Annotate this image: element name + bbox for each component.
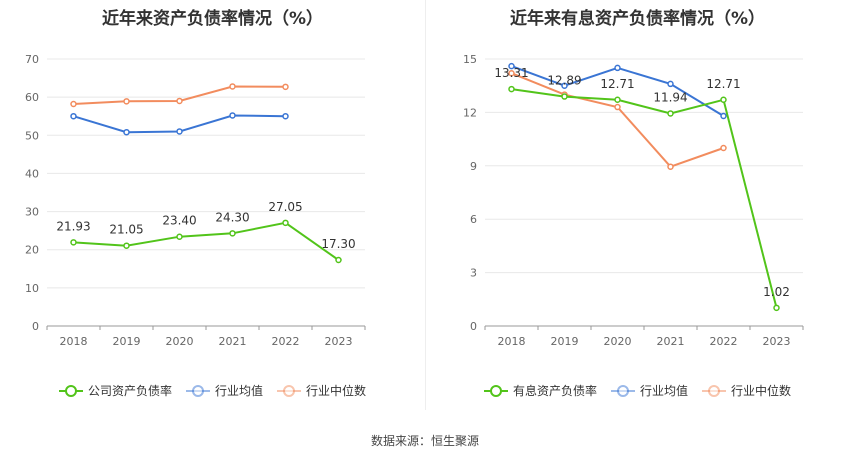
- series-line: [73, 221, 340, 261]
- data-label: 21.93: [56, 219, 90, 233]
- data-point: [720, 112, 727, 120]
- data-point: [614, 96, 621, 104]
- data-point: [229, 230, 236, 237]
- legend-label: 行业均值: [639, 384, 688, 398]
- data-point: [667, 110, 674, 117]
- data-point: [667, 163, 674, 170]
- data-point: [176, 128, 183, 135]
- data-point: [229, 112, 236, 119]
- legend-item[interactable]: 行业中位数: [702, 382, 791, 399]
- data-label: 1.02: [763, 285, 790, 299]
- y-tick-label: 15: [463, 53, 477, 66]
- chart-legend: 公司资产负债率 行业均值 行业中位数: [0, 382, 425, 399]
- y-tick-label: 3: [470, 267, 477, 280]
- x-tick-label: 2020: [604, 335, 632, 348]
- legend-marker-icon: [702, 384, 726, 398]
- data-label: 12.89: [547, 74, 581, 88]
- data-point: [614, 64, 621, 72]
- legend-item[interactable]: 有息资产负债率: [483, 382, 597, 399]
- data-label: 24.30: [215, 210, 249, 224]
- legend-item[interactable]: 行业均值: [610, 382, 688, 399]
- x-tick-label: 2020: [166, 335, 194, 348]
- x-tick-label: 2018: [498, 335, 526, 348]
- x-tick-label: 2021: [657, 335, 685, 348]
- data-point: [123, 98, 130, 105]
- y-tick-label: 12: [463, 106, 477, 119]
- legend-label: 有息资产负债率: [512, 384, 597, 398]
- legend-marker-icon: [58, 384, 83, 398]
- y-tick-label: 10: [25, 282, 39, 295]
- x-tick-label: 2019: [551, 335, 579, 348]
- data-point: [70, 239, 77, 246]
- x-tick-label: 2023: [763, 335, 791, 348]
- data-point: [229, 83, 236, 90]
- y-tick-label: 50: [25, 129, 39, 142]
- data-label: 23.40: [162, 214, 196, 228]
- data-point: [70, 112, 77, 120]
- line-chart-plot: 0 3 6 9 12 15 2018 2019 2020 2021 2022 2023 13.31 12.…: [463, 53, 804, 348]
- legend-item[interactable]: 公司资产负债率: [58, 382, 172, 399]
- data-label: 12.71: [706, 77, 740, 91]
- data-point: [773, 304, 780, 312]
- legend-marker-icon: [277, 384, 301, 398]
- x-tick-label: 2022: [272, 335, 300, 348]
- x-tick-label: 2021: [219, 335, 247, 348]
- data-label: 13.31: [494, 66, 528, 80]
- legend-marker-icon: [610, 384, 635, 398]
- data-point: [176, 233, 183, 240]
- legend-label: 行业中位数: [731, 384, 792, 398]
- data-label: 27.05: [268, 200, 302, 214]
- chart-legend: 有息资产负债率 行业均值 行业中位数: [425, 382, 850, 399]
- x-tick-label: 2022: [710, 335, 738, 348]
- y-tick-label: 0: [470, 320, 477, 333]
- data-label: 12.71: [600, 77, 634, 91]
- legend-label: 行业均值: [214, 384, 263, 398]
- legend-marker-icon: [185, 384, 210, 398]
- data-point: [282, 112, 289, 120]
- legend-item[interactable]: 行业中位数: [277, 382, 366, 399]
- data-source-note: 数据来源：恒生聚源: [370, 434, 479, 448]
- line-chart-plot: 0 10 20 30 40 50 60 70 2018 2019 2020 2021 2022 2023 2…: [25, 53, 366, 348]
- data-label: 21.05: [109, 223, 143, 237]
- legend-label: 行业中位数: [306, 384, 367, 398]
- panel-divider: [425, 0, 426, 410]
- chart-title: 近年来资产负债率情况（%）: [101, 9, 324, 29]
- chart-panel-right: 近年来有息资产负债率情况（%） 0 3 6 9 12 15 2018 2019 2020 2021…: [425, 0, 850, 420]
- y-tick-label: 40: [25, 167, 39, 180]
- y-tick-label: 30: [25, 206, 39, 219]
- legend-marker-icon: [483, 384, 508, 398]
- data-point: [282, 219, 289, 227]
- data-point: [123, 242, 130, 249]
- y-tick-label: 60: [25, 91, 39, 104]
- data-point: [508, 69, 515, 77]
- data-label: 11.94: [653, 90, 687, 104]
- chart-panel-left: 近年来资产负债率情况（%） 0 10 20 30 40 50 60 70 2018 2019 202…: [0, 0, 425, 420]
- x-tick-label: 2019: [113, 335, 141, 348]
- data-point: [70, 100, 77, 108]
- legend-item[interactable]: 行业均值: [185, 382, 263, 399]
- data-point: [176, 97, 183, 105]
- y-tick-label: 70: [25, 53, 39, 66]
- data-point: [508, 62, 515, 70]
- y-tick-label: 6: [470, 213, 477, 226]
- data-point: [720, 144, 727, 152]
- data-point: [282, 83, 289, 91]
- data-point: [667, 80, 674, 88]
- x-tick-label: 2018: [60, 335, 88, 348]
- data-point: [508, 85, 515, 93]
- data-point: [561, 82, 568, 89]
- data-point: [720, 96, 727, 104]
- x-tick-label: 2023: [325, 335, 353, 348]
- legend-label: 公司资产负债率: [87, 384, 172, 398]
- chart-title: 近年来有息资产负债率情况（%）: [509, 9, 766, 29]
- y-tick-label: 20: [25, 244, 39, 257]
- series-line: [511, 88, 778, 309]
- y-tick-label: 0: [32, 320, 39, 333]
- y-tick-label: 9: [470, 160, 477, 173]
- data-point: [335, 256, 342, 264]
- data-point: [561, 93, 568, 100]
- data-point: [614, 103, 621, 111]
- data-point: [123, 128, 130, 136]
- data-label: 17.30: [321, 237, 355, 251]
